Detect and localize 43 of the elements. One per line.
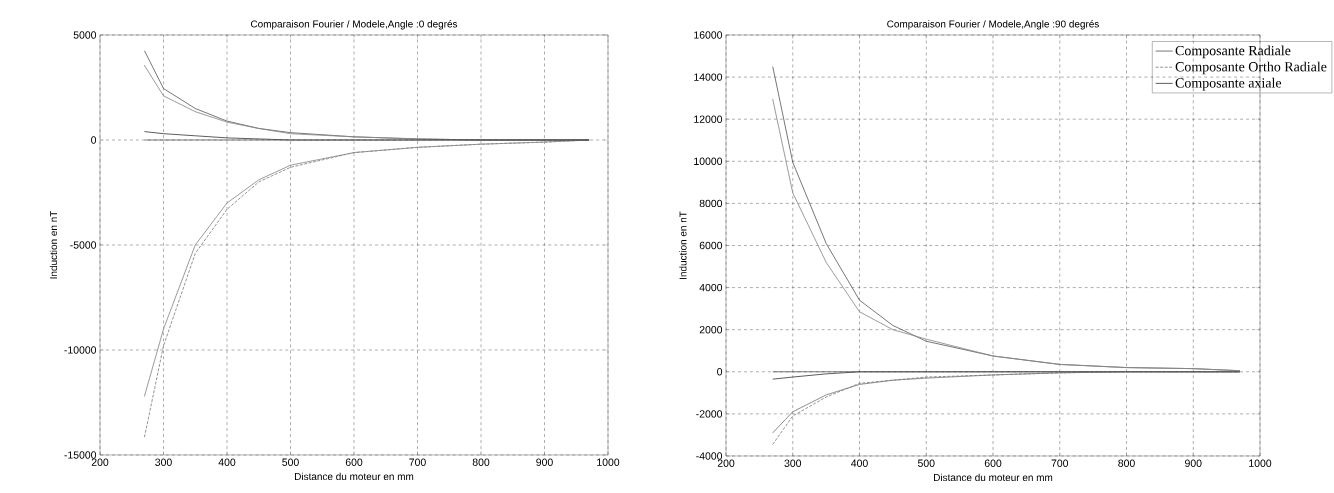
x-tick-label: 400	[218, 458, 236, 466]
x-tick-label: 1000	[1249, 459, 1272, 467]
x-tick-label: 700	[409, 458, 426, 466]
x-tick-label: 1000	[597, 458, 620, 466]
y-tick-label: 0	[717, 368, 723, 376]
y-tick-label: 2000	[699, 325, 723, 334]
x-tick-label: 600	[984, 459, 1002, 467]
x-tick-label: 200	[91, 458, 109, 466]
chart-title: Comparaison Fourier / Modele,Angle :90 degrés	[887, 20, 1099, 30]
x-tick-label: 500	[282, 458, 299, 466]
x-tick-label: 400	[851, 459, 868, 467]
x-tick-label: 800	[1118, 459, 1135, 467]
y-tick-label: -5000	[70, 241, 97, 249]
y-tick-label: 14000	[694, 73, 723, 81]
chart-title: Comparaison Fourier / Modele,Angle :0 degrés	[250, 20, 458, 30]
y-tick-label: -10000	[64, 346, 97, 354]
y-tick-label: 16000	[694, 31, 723, 39]
x-tick-label: 700	[1051, 459, 1069, 467]
y-tick-label: -2000	[696, 410, 723, 418]
x-tick-label: 500	[917, 459, 935, 467]
y-tick-label: 8000	[699, 199, 723, 208]
legend-label: Composante Radiale	[1175, 45, 1291, 59]
y-tick-label: 10000	[694, 157, 723, 165]
x-tick-label: 300	[784, 459, 802, 467]
y-tick-label: 0	[91, 136, 97, 144]
y-tick-label: 4000	[699, 283, 723, 292]
x-tick-label: 800	[472, 458, 490, 466]
x-tick-label: 300	[155, 458, 172, 466]
x-tick-label: 900	[536, 458, 553, 466]
y-tick-label: -15000	[64, 451, 97, 459]
y-axis-title: Induction en nT	[679, 211, 687, 279]
x-tick-label: 200	[717, 459, 735, 467]
x-axis-title: Distance du moteur en mm	[295, 472, 414, 481]
x-axis-title: Distance du moteur en mm	[934, 473, 1053, 482]
y-tick-label: 5000	[73, 31, 97, 39]
y-tick-label: 6000	[699, 241, 723, 250]
x-tick-label: 600	[345, 458, 363, 466]
legend-label: Composante Ortho Radiale	[1175, 61, 1327, 75]
x-tick-label: 900	[1185, 459, 1202, 467]
y-tick-label: 12000	[694, 115, 723, 123]
legend-label: Composante axiale	[1175, 77, 1282, 91]
y-tick-label: -4000	[696, 452, 723, 460]
y-axis-title: Induction en nT	[49, 210, 58, 279]
